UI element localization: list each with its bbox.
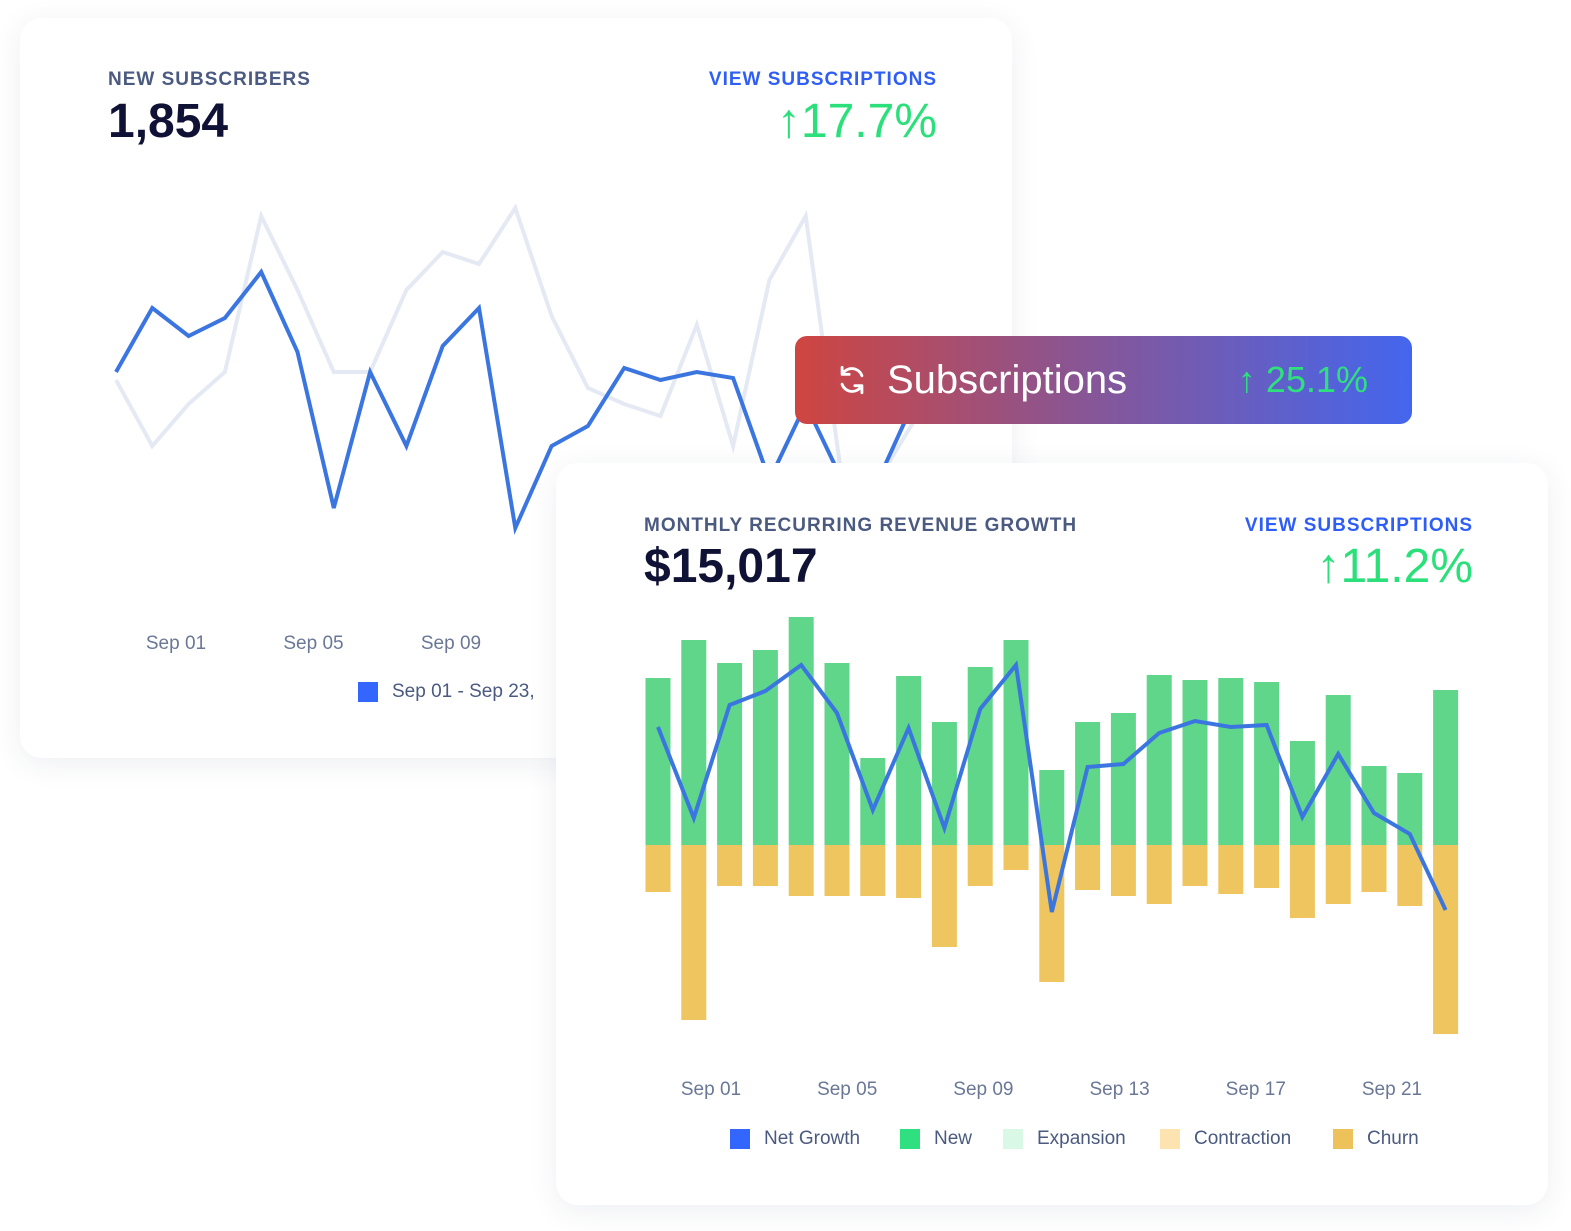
new-bar [860, 758, 886, 845]
arrow-up-icon: ↑ [1237, 359, 1266, 400]
legend-swatch [1003, 1129, 1023, 1149]
legend-item: Contraction [1160, 1128, 1291, 1150]
x-tick-label: Sep 09 [420, 633, 482, 654]
legend-item: New [900, 1128, 972, 1150]
churn-bar [1218, 845, 1244, 894]
refresh-icon [840, 365, 864, 395]
churn-bar [717, 845, 743, 886]
churn-bar [824, 845, 850, 896]
new-bar [1075, 722, 1101, 845]
x-tick-label: Sep 13 [1089, 1079, 1150, 1100]
change-percent: ↑11.2% [1316, 540, 1473, 593]
new-bar [1218, 678, 1244, 845]
legend-item: Expansion [1003, 1128, 1126, 1150]
card-title: MONTHLY RECURRING REVENUE GROWTH [644, 515, 1078, 536]
churn-bar [788, 845, 814, 896]
badge-change: ↑ 25.1% [1237, 359, 1368, 400]
new-bar [681, 640, 707, 845]
current-period-line [114, 268, 917, 535]
new-bar [1146, 675, 1172, 845]
subscribers-count: 1,854 [108, 95, 229, 148]
new-bar [1110, 713, 1136, 845]
mrr-bar-chart [645, 617, 1459, 1034]
churn-bar [896, 845, 922, 898]
x-tick-label: Sep 05 [283, 633, 344, 654]
churn-bar [1254, 845, 1280, 888]
legend-swatch [1333, 1129, 1353, 1149]
change-percent: ↑17.7% [776, 95, 937, 148]
churn-bar [1433, 845, 1459, 1034]
view-subscriptions-link[interactable]: VIEW SUBSCRIPTIONS [1244, 515, 1473, 536]
view-subscriptions-link[interactable]: VIEW SUBSCRIPTIONS [708, 69, 937, 90]
churn-bar [931, 845, 957, 947]
mrr-value: $15,017 [644, 540, 818, 593]
churn-bar [681, 845, 707, 1020]
x-tick-label: Sep 05 [817, 1079, 878, 1100]
arrow-up-icon: ↑ [1316, 540, 1341, 593]
churn-bar [1075, 845, 1101, 890]
card-title: NEW SUBSCRIBERS [108, 69, 311, 90]
churn-bar [860, 845, 886, 896]
x-tick-label: Sep 01 [680, 1079, 742, 1100]
churn-bar [645, 845, 671, 892]
legend-item: Net Growth [730, 1128, 860, 1150]
new-bar [1039, 770, 1065, 845]
churn-bar [1289, 845, 1315, 918]
new-bar [1433, 690, 1459, 845]
subscriptions-badge: Subscriptions ↑ 25.1% [795, 336, 1412, 424]
churn-bar [1182, 845, 1208, 886]
new-bar [1254, 682, 1280, 845]
churn-bar [752, 845, 778, 886]
churn-bar [1003, 845, 1029, 870]
subscribers-line-chart [114, 203, 917, 535]
churn-bar [967, 845, 993, 886]
new-bar [1182, 680, 1208, 845]
net-growth-line [656, 660, 1448, 913]
churn-bar [1361, 845, 1387, 892]
x-tick-label: Sep 01 [145, 633, 207, 654]
new-bar [788, 617, 814, 845]
new-bar [896, 676, 922, 845]
badge-title: Subscriptions [887, 357, 1128, 402]
new-bar [717, 663, 743, 845]
x-tick-label: Sep 09 [953, 1079, 1014, 1100]
legend-swatch [358, 682, 378, 702]
churn-bar [1325, 845, 1351, 904]
legend-swatch [1160, 1129, 1180, 1149]
legend-item: Sep 01 - Sep 23, [358, 681, 535, 703]
new-bar [752, 650, 778, 845]
new-bar [1361, 766, 1387, 845]
x-tick-label: Sep 17 [1225, 1079, 1286, 1100]
new-bar [967, 667, 993, 845]
new-bar [645, 678, 671, 845]
legend-item: Churn [1333, 1128, 1419, 1150]
new-bar [824, 663, 850, 845]
x-tick-label: Sep 21 [1361, 1079, 1423, 1100]
churn-bar [1110, 845, 1136, 896]
previous-period-line [114, 203, 917, 482]
legend-swatch [730, 1129, 750, 1149]
legend-swatch [900, 1129, 920, 1149]
arrow-up-icon: ↑ [776, 95, 801, 148]
churn-bar [1146, 845, 1172, 904]
